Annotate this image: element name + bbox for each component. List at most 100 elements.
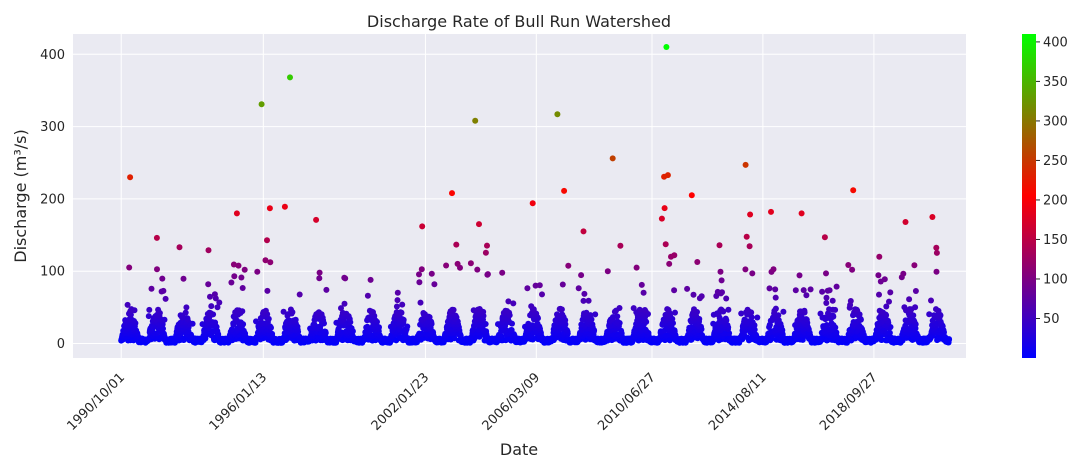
data-point	[399, 301, 406, 308]
data-point	[124, 301, 131, 308]
colorbar	[1022, 34, 1036, 358]
data-point	[847, 298, 854, 304]
data-point	[636, 306, 643, 313]
data-point	[614, 313, 621, 320]
data-point	[818, 335, 825, 341]
data-point	[397, 309, 404, 316]
grid-lines	[73, 34, 966, 358]
data-point	[393, 303, 400, 310]
data-point	[912, 304, 919, 311]
data-point	[722, 315, 729, 322]
colorbar-ticks: 50 100 150 200 250 300 350 400	[1036, 35, 1068, 327]
data-point	[565, 262, 572, 269]
data-point	[569, 335, 576, 342]
data-point	[658, 215, 665, 222]
data-points	[118, 44, 953, 346]
data-point	[911, 262, 918, 269]
data-point	[694, 259, 701, 265]
data-point	[453, 241, 460, 248]
data-point	[510, 300, 517, 307]
data-point	[772, 286, 779, 293]
data-point	[266, 205, 273, 212]
data-point	[323, 286, 330, 293]
data-point	[280, 308, 287, 315]
data-point	[604, 268, 611, 275]
data-point	[228, 279, 235, 286]
data-point	[258, 101, 265, 108]
colorbar-tick-label: 150	[1043, 233, 1068, 248]
data-point	[723, 295, 730, 302]
data-point	[539, 291, 545, 298]
data-point	[148, 285, 155, 292]
data-point	[770, 266, 777, 273]
data-point	[912, 288, 919, 294]
colorbar-tick-label: 400	[1043, 35, 1068, 50]
data-point	[443, 262, 450, 269]
data-point	[205, 247, 212, 254]
data-point	[153, 234, 160, 241]
data-point	[339, 309, 346, 316]
y-tick-label: 0	[57, 337, 65, 352]
colorbar-tick-label: 350	[1043, 75, 1068, 90]
data-point	[823, 300, 830, 306]
data-point	[772, 305, 779, 312]
data-point	[364, 323, 371, 330]
data-point	[484, 271, 491, 278]
data-point	[718, 306, 725, 313]
data-point	[748, 314, 755, 321]
data-point	[838, 335, 845, 342]
data-point	[404, 323, 411, 330]
data-point	[216, 299, 223, 306]
data-point	[474, 266, 481, 273]
data-point	[431, 281, 438, 288]
data-point	[742, 161, 749, 168]
data-point	[472, 117, 479, 124]
data-point	[829, 297, 836, 304]
data-point	[311, 321, 318, 328]
data-point	[146, 306, 153, 313]
data-point	[780, 308, 787, 315]
data-point	[926, 311, 933, 318]
data-point	[717, 268, 724, 275]
data-point	[768, 208, 774, 215]
y-tick-label: 100	[40, 265, 65, 280]
data-point	[823, 322, 830, 328]
data-point	[341, 274, 348, 281]
data-point	[691, 306, 697, 313]
data-point	[744, 306, 751, 313]
data-point	[180, 275, 187, 282]
data-point	[664, 306, 671, 313]
data-point	[901, 304, 908, 311]
data-point	[394, 297, 401, 304]
data-point	[230, 261, 237, 268]
data-point	[633, 264, 640, 271]
data-point	[792, 287, 799, 294]
data-point	[821, 234, 828, 241]
data-point	[416, 330, 423, 337]
data-point	[254, 268, 261, 275]
data-point	[338, 305, 344, 312]
data-point	[592, 311, 599, 318]
data-point	[672, 309, 678, 316]
data-point	[585, 297, 592, 304]
data-point	[184, 315, 191, 322]
y-tick-label: 400	[40, 48, 65, 63]
chart-title: Discharge Rate of Bull Run Watershed	[367, 12, 671, 31]
data-point	[449, 190, 455, 197]
data-point	[454, 260, 461, 267]
data-point	[671, 287, 678, 294]
data-point	[828, 320, 835, 327]
x-axis-label: Date	[500, 440, 538, 459]
data-point	[508, 327, 515, 333]
data-point	[800, 287, 807, 294]
data-point	[418, 266, 425, 273]
data-point	[742, 266, 749, 273]
data-point	[640, 289, 647, 296]
data-point	[554, 111, 561, 118]
data-point	[559, 281, 566, 288]
data-point	[416, 279, 423, 286]
data-point	[561, 187, 568, 194]
data-point	[902, 317, 909, 324]
data-point	[559, 311, 566, 318]
